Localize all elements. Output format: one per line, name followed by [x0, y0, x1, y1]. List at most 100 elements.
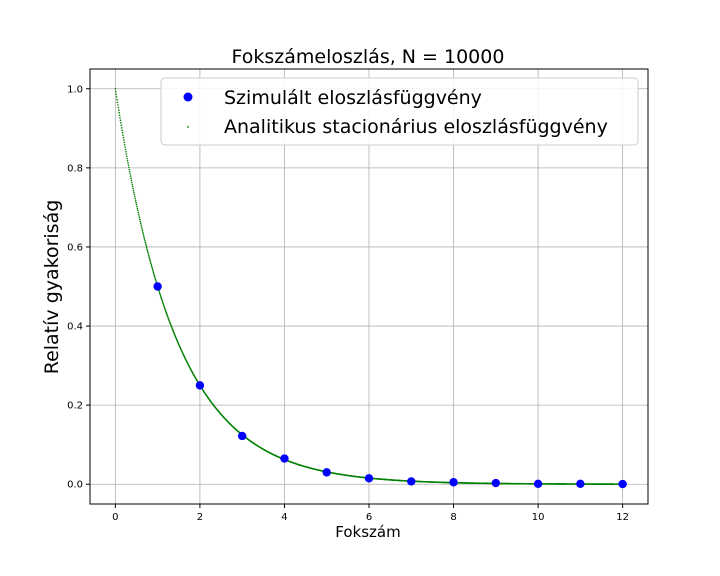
analytic-point — [162, 302, 164, 305]
simulated-point — [576, 479, 585, 489]
x-tick-label: 4 — [281, 512, 287, 523]
analytic-point — [153, 272, 155, 275]
analytic-point — [160, 296, 162, 298]
analytic-point — [134, 199, 137, 202]
simulated-point — [364, 474, 374, 483]
chart-title: Fokszámeloszlás, N = 10000 — [232, 46, 505, 68]
analytic-point — [123, 143, 126, 146]
analytic-point — [119, 117, 121, 119]
analytic-point — [161, 298, 163, 301]
simulated-point — [237, 431, 247, 441]
analytic-point — [159, 293, 161, 296]
analytic-point — [123, 141, 126, 144]
analytic-point — [139, 222, 142, 225]
x-tick-label: 6 — [366, 512, 372, 523]
legend: Szimulált eloszlásfüggvény Analitikus st… — [160, 77, 639, 146]
analytic-point — [146, 248, 148, 250]
analytic-point — [145, 246, 148, 249]
analytic-point — [137, 211, 139, 214]
analytic-point — [122, 136, 125, 139]
analytic-point — [125, 155, 128, 158]
simulated-point — [280, 454, 289, 463]
analytic-point — [152, 270, 154, 272]
simulated-point — [153, 282, 162, 291]
x-tick-label: 2 — [197, 512, 203, 523]
analytic-point — [132, 187, 134, 190]
analytic-point — [117, 104, 119, 106]
analytic-point — [126, 159, 129, 162]
analytic-point — [129, 175, 132, 177]
analytic-point — [126, 157, 128, 160]
analytic-point — [155, 280, 157, 282]
analytic-point — [134, 197, 137, 200]
simulated-point — [449, 478, 458, 487]
analytic-point — [150, 265, 153, 268]
analytic-point — [120, 124, 123, 127]
analytic-point — [148, 257, 151, 260]
analytic-point — [136, 207, 139, 210]
analytic-point — [121, 131, 124, 134]
analytic-point — [130, 177, 132, 180]
analytic-point — [158, 291, 161, 293]
analytic-point — [130, 179, 133, 182]
analytic-point — [159, 295, 162, 297]
legend-label-simulated: Szimulált eloszlásfüggvény — [224, 87, 482, 109]
analytic-point — [163, 306, 166, 309]
analytic-point — [142, 234, 145, 237]
analytic-point — [131, 185, 134, 188]
analytic-point — [133, 191, 135, 194]
y-tick-label: 0.8 — [67, 163, 83, 174]
analytic-point — [127, 162, 129, 164]
analytic-point — [149, 260, 152, 263]
analytic-point — [138, 215, 140, 217]
analytic-point — [136, 209, 139, 212]
y-tick-label: 1.0 — [67, 84, 83, 95]
analytic-point — [123, 139, 125, 141]
analytic-point — [114, 87, 117, 90]
analytic-point — [115, 96, 118, 98]
analytic-point — [164, 308, 167, 311]
analytic-point — [153, 275, 156, 278]
analytic-point — [164, 307, 166, 310]
analytic-point — [140, 224, 142, 226]
analytic-point — [115, 93, 118, 96]
y-tick-label: 0.0 — [67, 480, 83, 491]
analytic-point — [142, 233, 145, 235]
analytic-point — [158, 292, 161, 295]
y-axis-label: Relatív gyakoriság — [41, 200, 63, 375]
analytic-point — [136, 205, 138, 208]
simulated-series — [153, 282, 627, 489]
analytic-point — [161, 300, 164, 302]
analytic-point — [119, 119, 122, 122]
analytic-point — [150, 264, 153, 266]
analytic-point — [141, 229, 144, 232]
analytic-point — [133, 193, 136, 196]
analytic-point — [124, 148, 127, 151]
analytic-point — [152, 271, 155, 274]
legend-label-analytic: Analitikus stacionárius eloszlásfüggvény — [224, 116, 608, 138]
analytic-point — [161, 301, 164, 304]
analytic-point — [154, 278, 157, 281]
analytic-point — [142, 231, 144, 234]
analytic-point — [122, 134, 124, 136]
analytic-point — [125, 150, 127, 153]
analytic-point — [139, 220, 142, 223]
simulated-point — [407, 477, 416, 486]
analytic-point — [151, 267, 153, 269]
analytic-point — [134, 195, 136, 198]
analytic-point — [114, 90, 117, 93]
analytic-point — [128, 171, 131, 173]
x-tick-label: 8 — [450, 512, 456, 523]
analytic-point — [128, 168, 131, 171]
analytic-point — [137, 213, 140, 215]
analytic-point — [135, 201, 137, 204]
analytic-point — [148, 256, 150, 258]
legend-marker-simulated — [183, 92, 193, 102]
analytic-point — [146, 249, 149, 252]
simulated-point — [533, 479, 543, 489]
y-tick-label: 0.4 — [67, 322, 83, 333]
analytic-point — [162, 303, 165, 306]
analytic-point — [129, 173, 131, 175]
analytic-point — [116, 98, 118, 101]
